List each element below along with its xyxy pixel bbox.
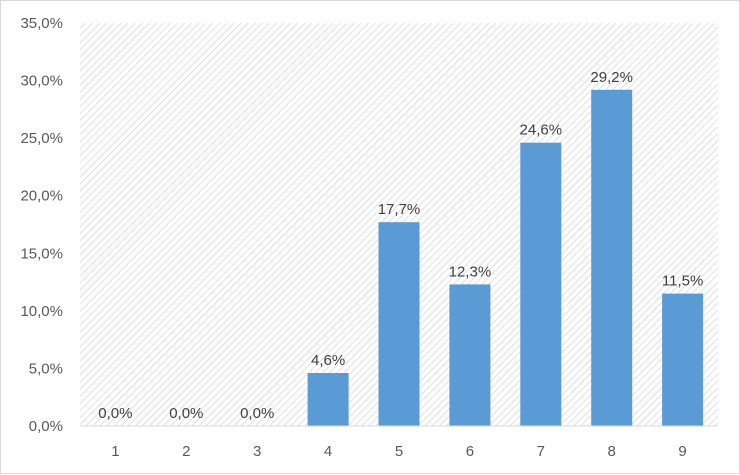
- y-tick-label: 20,0%: [20, 188, 63, 205]
- data-label: 0,0%: [98, 405, 132, 422]
- x-tick-label: 4: [324, 443, 332, 460]
- bar: [307, 373, 349, 426]
- x-tick-label: 6: [466, 443, 474, 460]
- data-label: 12,3%: [449, 263, 492, 280]
- y-tick-label: 10,0%: [20, 303, 63, 320]
- y-tick-label: 35,0%: [20, 15, 63, 32]
- x-tick-label: 8: [608, 443, 616, 460]
- y-tick-label: 0,0%: [29, 418, 63, 435]
- bar: [662, 293, 704, 426]
- y-tick-label: 30,0%: [20, 73, 63, 90]
- data-label: 24,6%: [520, 122, 563, 139]
- data-label: 0,0%: [169, 405, 203, 422]
- x-tick-label: 3: [253, 443, 261, 460]
- x-tick-label: 9: [678, 443, 686, 460]
- data-label: 0,0%: [240, 405, 274, 422]
- data-label: 11,5%: [662, 273, 703, 290]
- data-label: 4,6%: [311, 352, 345, 369]
- y-tick-label: 25,0%: [20, 130, 63, 147]
- bar: [591, 89, 633, 427]
- bar: [520, 142, 562, 426]
- x-tick-label: 2: [182, 443, 190, 460]
- data-label: 17,7%: [378, 201, 421, 218]
- x-tick-label: 5: [395, 443, 403, 460]
- data-label: 29,2%: [590, 69, 633, 86]
- bar: [449, 284, 491, 426]
- y-tick-label: 15,0%: [20, 245, 63, 262]
- bar: [378, 222, 420, 426]
- x-tick-label: 7: [537, 443, 545, 460]
- y-tick-label: 5,0%: [29, 360, 63, 377]
- x-tick-label: 1: [111, 443, 119, 460]
